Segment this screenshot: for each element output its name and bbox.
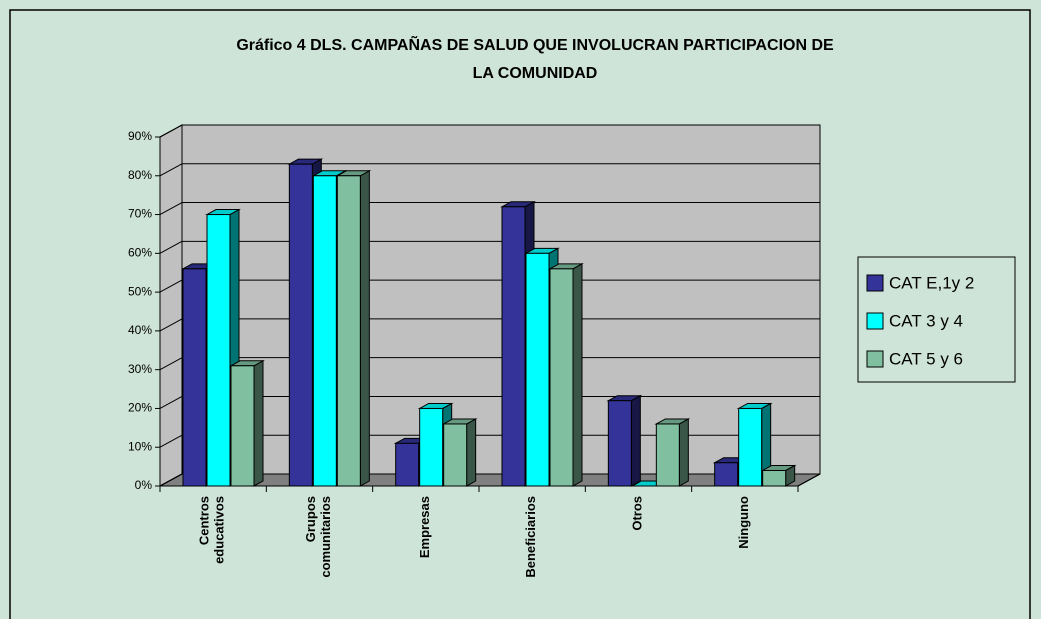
y-tick-label: 30% <box>128 362 152 376</box>
bar-front <box>419 407 444 487</box>
bar-front <box>182 268 207 487</box>
back-wall <box>181 124 821 475</box>
bar-front <box>230 365 255 487</box>
bar-front <box>762 469 787 487</box>
grid-line <box>159 240 183 254</box>
bar-front <box>395 442 420 487</box>
x-tick-label: Otros <box>630 496 645 531</box>
bar-front <box>607 400 632 487</box>
legend-label: CAT E,1y 2 <box>889 273 974 292</box>
y-tick-label: 20% <box>128 401 152 415</box>
grid-line <box>159 318 183 332</box>
x-tick-label: Empresas <box>417 496 432 558</box>
bar-side <box>466 418 477 487</box>
grid-line <box>159 279 183 293</box>
bar <box>335 169 372 487</box>
legend-swatch <box>866 350 884 368</box>
bar <box>548 262 584 487</box>
x-axis <box>797 473 821 487</box>
legend-swatch <box>866 312 884 330</box>
bar-side <box>678 418 689 487</box>
grid-line <box>159 163 183 177</box>
bar-front <box>312 175 337 487</box>
bar-side <box>630 394 641 487</box>
x-tick-label: Beneficiarios <box>524 496 539 578</box>
bar-side <box>253 359 264 487</box>
bar-front <box>525 252 550 487</box>
bar <box>441 418 478 487</box>
bar-front <box>336 175 361 487</box>
bar-side <box>359 169 370 487</box>
x-tick-label: Centroseducativos <box>197 496 227 564</box>
chart-border <box>9 9 1031 619</box>
y-tick-label: 80% <box>128 168 152 182</box>
y-tick-label: 10% <box>128 439 152 453</box>
bar <box>229 359 265 487</box>
grid-line <box>159 202 183 215</box>
legend-label: CAT 5 y 6 <box>889 349 963 368</box>
bar-front <box>549 268 574 487</box>
legend <box>857 256 1016 383</box>
y-tick-label: 50% <box>128 284 152 298</box>
legend-swatch <box>866 274 884 292</box>
y-tick-label: 40% <box>128 323 152 337</box>
bar-side <box>572 262 583 487</box>
legend-label: CAT 3 y 4 <box>889 311 963 330</box>
grid-line <box>159 473 183 487</box>
bar-front <box>206 214 231 487</box>
y-tick-label: 0% <box>135 478 153 492</box>
bar-front <box>501 206 526 487</box>
bar <box>606 394 643 487</box>
grid-line <box>159 396 183 409</box>
bar-front <box>288 163 313 487</box>
y-tick-label: 70% <box>128 207 152 221</box>
bar-front <box>714 462 739 487</box>
x-tick-label: Ninguno <box>736 496 751 549</box>
bar <box>760 464 797 487</box>
bar <box>654 418 691 487</box>
bar-front <box>738 407 763 487</box>
chart-title: LA COMUNIDAD <box>473 65 598 82</box>
grid-line <box>159 434 183 448</box>
grid-line <box>159 124 183 138</box>
side-wall <box>159 124 183 487</box>
y-tick-label: 60% <box>128 246 152 260</box>
grid-line <box>159 357 183 371</box>
bar-front <box>655 423 680 487</box>
bar-front <box>443 423 468 487</box>
bar <box>736 402 773 487</box>
y-tick-label: 90% <box>128 129 152 143</box>
chart-title: Gráfico 4 DLS. CAMPAÑAS DE SALUD QUE INV… <box>236 34 834 54</box>
x-tick-label: Gruposcomunitarios <box>303 496 333 578</box>
